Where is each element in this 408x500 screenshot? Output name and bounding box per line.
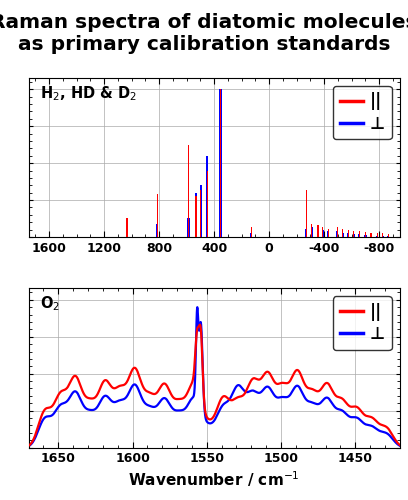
- Bar: [195, 196, 197, 237]
- Bar: [377, 232, 378, 237]
- Bar: [195, 192, 197, 237]
- Legend: ||, ⊥: ||, ⊥: [333, 296, 392, 350]
- Bar: [156, 224, 158, 237]
- Bar: [347, 234, 349, 237]
- Bar: [342, 229, 344, 237]
- Bar: [306, 190, 307, 237]
- Text: H$_2$, HD & D$_2$: H$_2$, HD & D$_2$: [40, 84, 137, 102]
- Bar: [206, 156, 208, 237]
- Bar: [220, 90, 222, 237]
- Legend: ||, ⊥: ||, ⊥: [333, 86, 392, 140]
- Bar: [328, 229, 329, 237]
- Bar: [358, 234, 360, 237]
- Bar: [250, 232, 253, 237]
- Bar: [200, 190, 202, 237]
- Bar: [322, 228, 324, 237]
- Bar: [388, 234, 389, 237]
- Bar: [126, 230, 128, 237]
- Bar: [387, 236, 389, 237]
- Bar: [353, 231, 355, 237]
- Bar: [348, 230, 349, 237]
- X-axis label: Wavenumber / cm$^{-1}$: Wavenumber / cm$^{-1}$: [129, 470, 300, 489]
- Bar: [376, 236, 378, 237]
- Bar: [200, 186, 202, 237]
- Bar: [317, 225, 319, 237]
- Bar: [317, 228, 319, 237]
- Bar: [311, 228, 313, 237]
- Bar: [188, 146, 189, 237]
- Bar: [359, 231, 360, 237]
- Bar: [305, 229, 308, 237]
- Bar: [322, 230, 324, 237]
- Bar: [126, 218, 128, 237]
- Bar: [381, 236, 384, 237]
- Bar: [251, 226, 252, 237]
- Text: Raman spectra of diatomic molecules
as primary calibration standards: Raman spectra of diatomic molecules as p…: [0, 12, 408, 53]
- Bar: [370, 235, 372, 237]
- Bar: [370, 232, 372, 237]
- Bar: [327, 231, 329, 237]
- Bar: [364, 235, 366, 237]
- Bar: [336, 231, 338, 237]
- Bar: [365, 232, 366, 237]
- Bar: [206, 170, 208, 237]
- Bar: [341, 232, 344, 237]
- Bar: [187, 218, 190, 237]
- Bar: [337, 228, 338, 237]
- Text: O$_2$: O$_2$: [40, 294, 60, 313]
- Bar: [157, 194, 158, 237]
- Bar: [220, 90, 221, 237]
- Bar: [382, 234, 383, 237]
- Bar: [311, 224, 313, 237]
- Bar: [353, 234, 355, 237]
